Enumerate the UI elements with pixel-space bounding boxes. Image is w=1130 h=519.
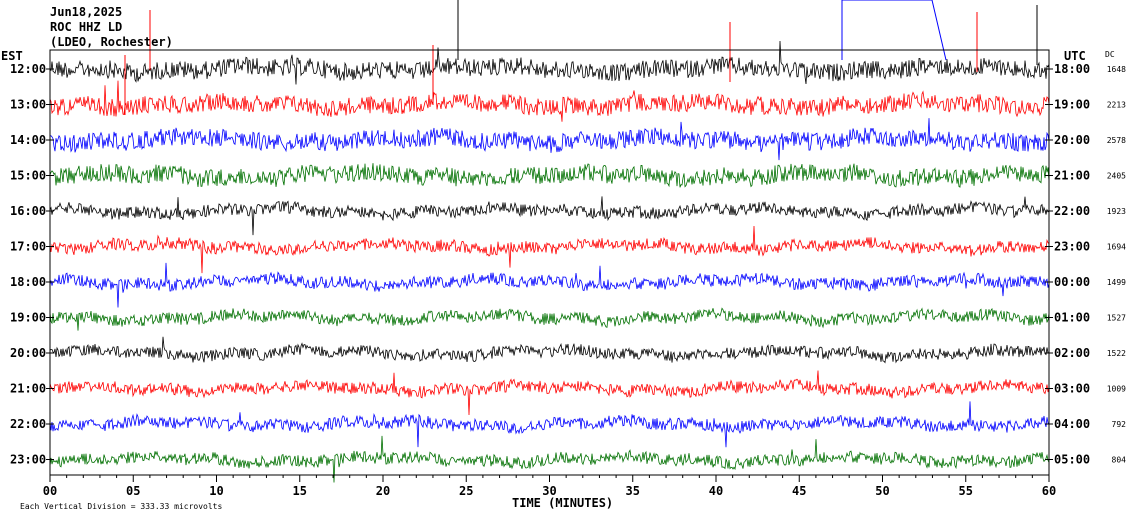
- dc-value: 1522: [1107, 349, 1126, 358]
- left-zone-label: EST: [1, 49, 23, 63]
- est-label: 15:00: [10, 169, 46, 183]
- est-label: 12:00: [10, 62, 46, 76]
- right-zone-label: UTC: [1064, 49, 1086, 63]
- dc-value: 804: [1112, 456, 1127, 465]
- x-tick-label: 60: [1042, 484, 1056, 498]
- trace-1600: [49, 196, 1050, 236]
- x-axis-title: TIME (MINUTES): [512, 496, 613, 510]
- est-label: 16:00: [10, 204, 46, 218]
- utc-label: 23:00: [1054, 240, 1090, 254]
- x-tick-label: 15: [293, 484, 307, 498]
- station-label: ROC HHZ LD: [50, 20, 122, 34]
- x-axis: 00 05 10 15 20 25 30 35 40 45 50 55 60: [43, 475, 1056, 498]
- trace-1200: [49, 40, 1050, 85]
- trace-2100: [49, 370, 1050, 416]
- utc-label: 01:00: [1054, 311, 1090, 325]
- utc-label: 04:00: [1054, 417, 1090, 431]
- trace-2300: [49, 435, 1050, 483]
- dc-value: 1009: [1107, 385, 1126, 394]
- trace-1500: [49, 163, 1050, 188]
- utc-label: 19:00: [1054, 98, 1090, 112]
- x-tick-label: 00: [43, 484, 57, 498]
- utc-label: 22:00: [1054, 204, 1090, 218]
- dc-header-label: DC: [1105, 50, 1115, 59]
- utc-label: 21:00: [1054, 169, 1090, 183]
- dc-value: 1648: [1107, 65, 1126, 74]
- dc-value: 2405: [1107, 172, 1126, 181]
- x-tick-label: 40: [709, 484, 723, 498]
- x-tick-label: 10: [209, 484, 223, 498]
- est-label: 20:00: [10, 346, 46, 360]
- dc-value: 1694: [1107, 243, 1126, 252]
- x-tick-label: 05: [126, 484, 140, 498]
- trace-1300: [49, 80, 1050, 122]
- trace-1900: [49, 307, 1050, 331]
- dc-value: 792: [1112, 420, 1127, 429]
- event-trace-outline: [841, 0, 947, 61]
- est-label: 19:00: [10, 311, 46, 325]
- est-label: 14:00: [10, 133, 46, 147]
- est-label: 21:00: [10, 382, 46, 396]
- utc-label: 03:00: [1054, 382, 1090, 396]
- x-tick-label: 30: [542, 484, 556, 498]
- utc-label: 02:00: [1054, 346, 1090, 360]
- est-label: 22:00: [10, 417, 46, 431]
- dc-value: 1527: [1107, 314, 1126, 323]
- dc-value: 1923: [1107, 207, 1126, 216]
- row-labels: 12:00 18:00 1648 13:00 19:00 2213 14:00 20:00 25…: [10, 62, 1126, 467]
- plot-frame: [49, 49, 1050, 476]
- utc-label: 20:00: [1054, 133, 1090, 147]
- x-tick-label: 55: [959, 484, 973, 498]
- trace-2200: [49, 401, 1050, 448]
- x-tick-label: 45: [792, 484, 806, 498]
- dc-value: 2578: [1107, 136, 1126, 145]
- dc-value: 1499: [1107, 278, 1126, 287]
- utc-label: 00:00: [1054, 275, 1090, 289]
- scale-footer: Each Vertical Division = 333.33 microvol…: [20, 502, 222, 511]
- x-tick-label: 50: [875, 484, 889, 498]
- trace-layer: [49, 0, 1050, 483]
- date-label: Jun18,2025: [50, 5, 122, 19]
- est-label: 13:00: [10, 98, 46, 112]
- est-label: 17:00: [10, 240, 46, 254]
- place-label: (LDEO, Rochester): [50, 35, 173, 49]
- trace-2000: [49, 336, 1050, 364]
- trace-1400: [49, 118, 1050, 161]
- x-tick-label: 35: [626, 484, 640, 498]
- x-tick-label: 25: [459, 484, 473, 498]
- est-label: 23:00: [10, 453, 46, 467]
- trace-1800: [49, 262, 1050, 308]
- dc-value: 2213: [1107, 101, 1126, 110]
- est-label: 18:00: [10, 275, 46, 289]
- utc-label: 05:00: [1054, 453, 1090, 467]
- x-tick-label: 20: [376, 484, 390, 498]
- utc-label: 18:00: [1054, 62, 1090, 76]
- trace-1700: [49, 225, 1050, 274]
